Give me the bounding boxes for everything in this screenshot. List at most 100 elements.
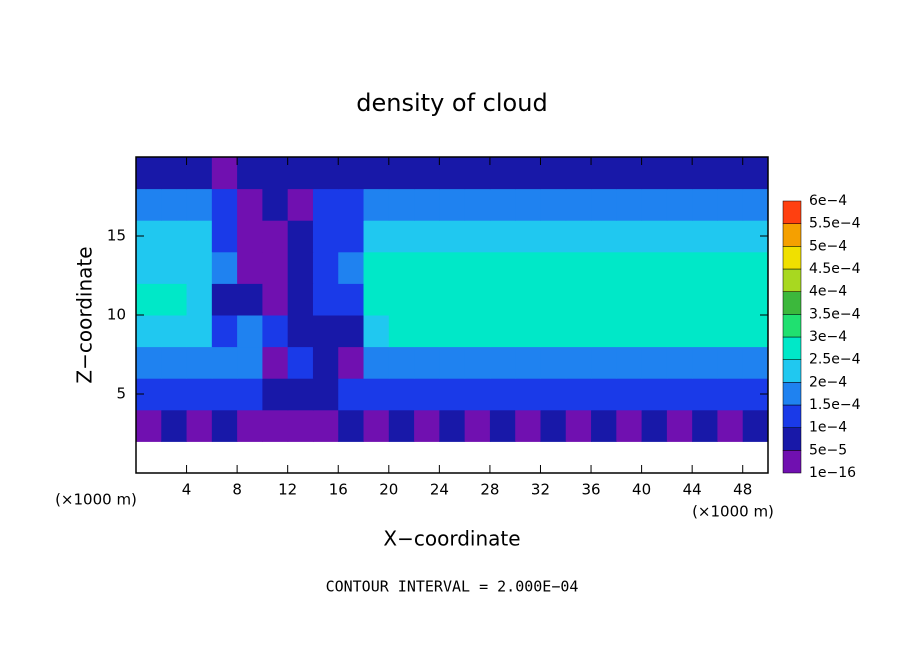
- colorbar-label: 2.5e−4: [809, 352, 861, 368]
- density-cell: [591, 157, 617, 190]
- x-tick-label: 20: [379, 481, 398, 499]
- colorbar-label: 5.5e−4: [809, 216, 861, 232]
- density-cell: [489, 409, 516, 442]
- density-cell: [591, 188, 617, 221]
- density-cell: [439, 315, 466, 348]
- density-cell: [717, 346, 744, 379]
- density-cell: [489, 251, 516, 284]
- density-cell: [641, 283, 668, 316]
- density-cell: [565, 283, 592, 316]
- density-cell: [312, 251, 339, 284]
- density-cell: [312, 378, 339, 411]
- density-cell: [388, 378, 415, 411]
- density-cell: [616, 346, 643, 379]
- density-cell: [237, 315, 263, 348]
- colorbar-swatch: [782, 200, 802, 224]
- colorbar-label: 4.5e−4: [809, 261, 861, 277]
- density-cell: [717, 378, 744, 411]
- density-cell: [616, 315, 643, 348]
- density-cell: [388, 188, 415, 221]
- density-cell: [388, 315, 415, 348]
- density-cell: [515, 283, 541, 316]
- density-cell: [414, 283, 440, 316]
- density-cell: [591, 220, 617, 253]
- density-cell: [211, 157, 238, 190]
- density-cell: [439, 251, 466, 284]
- density-cell: [237, 346, 263, 379]
- density-cell: [717, 283, 744, 316]
- density-cell: [439, 409, 466, 442]
- density-cell: [692, 315, 718, 348]
- density-cell: [742, 409, 769, 442]
- density-cell: [237, 220, 263, 253]
- density-cell: [439, 220, 466, 253]
- density-cell: [312, 409, 339, 442]
- density-cell: [464, 315, 491, 348]
- x-tick-label: 8: [232, 481, 242, 499]
- density-cell: [515, 157, 541, 190]
- density-cell: [565, 409, 592, 442]
- density-cell: [237, 188, 263, 221]
- density-cell: [414, 378, 440, 411]
- x-tick-label: 32: [531, 481, 550, 499]
- density-cell: [388, 220, 415, 253]
- x-axis-title: X−coordinate: [383, 527, 520, 551]
- x-tick-label: 44: [683, 481, 702, 499]
- density-cell: [186, 409, 213, 442]
- density-cell: [388, 251, 415, 284]
- density-cell: [136, 188, 162, 221]
- density-cell: [414, 346, 440, 379]
- density-cell: [161, 220, 188, 253]
- density-cell: [717, 315, 744, 348]
- density-cell: [489, 157, 516, 190]
- x-tick-label: 12: [278, 481, 297, 499]
- density-cell: [641, 378, 668, 411]
- density-cell: [464, 378, 491, 411]
- density-cell: [414, 157, 440, 190]
- density-cell: [211, 409, 238, 442]
- density-cell: [742, 188, 769, 221]
- density-cell: [464, 157, 491, 190]
- density-cell: [287, 378, 314, 411]
- density-cell: [211, 220, 238, 253]
- x-tick-label: 36: [581, 481, 600, 499]
- density-cell: [666, 315, 693, 348]
- density-cell: [262, 157, 289, 190]
- colorbar-label: 4e−4: [809, 284, 847, 300]
- density-cell: [262, 188, 289, 221]
- colorbar-label: 1e−16: [809, 465, 856, 481]
- density-cell: [338, 283, 365, 316]
- colorbar-swatch: [782, 359, 802, 383]
- density-cell: [515, 220, 541, 253]
- contour-note: CONTOUR INTERVAL = 2.000E−04: [326, 578, 579, 596]
- colorbar-label: 6e−4: [809, 193, 847, 209]
- density-cell: [591, 315, 617, 348]
- density-cell: [262, 251, 289, 284]
- density-cell: [338, 251, 365, 284]
- density-cell: [363, 346, 390, 379]
- density-cell: [211, 346, 238, 379]
- density-cell: [717, 409, 744, 442]
- density-cell: [742, 283, 769, 316]
- density-cell: [489, 188, 516, 221]
- density-cell: [186, 188, 213, 221]
- colorbar-label: 2e−4: [809, 374, 847, 390]
- density-cell: [363, 378, 390, 411]
- density-cell: [591, 378, 617, 411]
- density-cell: [616, 251, 643, 284]
- colorbar-label: 5e−5: [809, 442, 847, 458]
- density-cell: [641, 188, 668, 221]
- density-cell: [312, 283, 339, 316]
- colorbar-swatch: [782, 291, 802, 315]
- density-cell: [388, 157, 415, 190]
- density-cell: [262, 220, 289, 253]
- density-cell: [666, 346, 693, 379]
- density-cell: [641, 346, 668, 379]
- density-cell: [616, 409, 643, 442]
- density-cell: [641, 220, 668, 253]
- density-cell: [742, 157, 769, 190]
- density-cell: [237, 157, 263, 190]
- density-cell: [136, 283, 162, 316]
- density-cell: [338, 157, 365, 190]
